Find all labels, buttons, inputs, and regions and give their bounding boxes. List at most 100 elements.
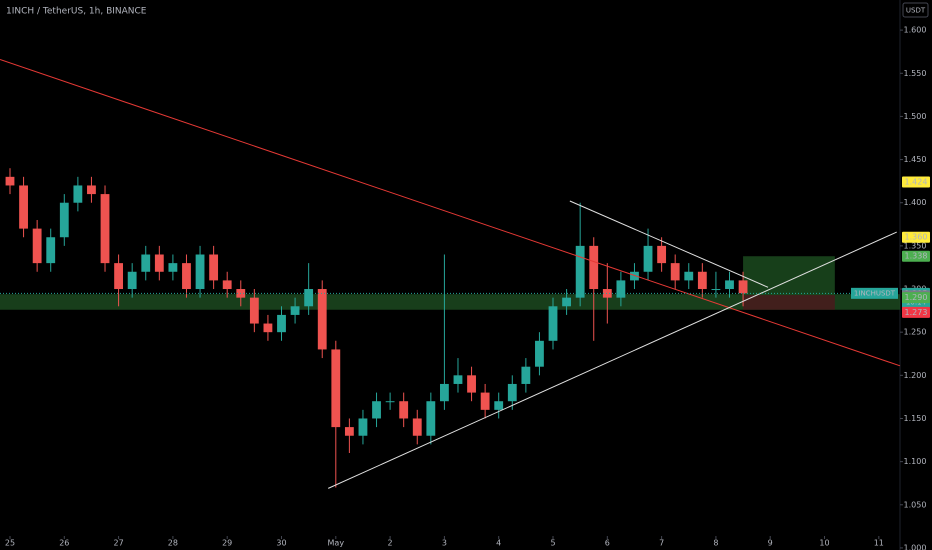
y-tick-label: 1.200	[904, 371, 927, 380]
x-tick-label: 8	[713, 539, 718, 548]
candle-body	[5, 176, 15, 186]
candle-body	[643, 245, 653, 272]
candle-body	[494, 401, 504, 410]
y-tick-label: 1.100	[904, 457, 927, 466]
candle-body	[304, 289, 314, 307]
y-tick-label: 1.000	[904, 543, 927, 550]
candle-body	[630, 271, 639, 281]
y-tick-label: 1.350	[904, 241, 927, 250]
candle-body	[263, 323, 273, 333]
candle-body	[602, 289, 612, 298]
candle-body	[412, 418, 422, 436]
candle-body	[562, 297, 571, 307]
candle-body	[290, 306, 300, 315]
candle-body	[589, 245, 599, 290]
price-label-bg	[902, 306, 930, 318]
price-label: 1.424	[905, 178, 928, 187]
currency-box	[902, 2, 929, 18]
candle-body	[344, 427, 354, 436]
x-tick-label: 27	[114, 539, 124, 548]
price-label: 1.290	[905, 293, 928, 302]
x-tick-label: 7	[659, 539, 664, 548]
candle-body	[168, 263, 178, 272]
candle-body	[114, 263, 124, 290]
candle-body	[209, 254, 219, 281]
y-tick-label: 1.050	[904, 500, 927, 509]
x-tick-label: 25	[5, 539, 15, 548]
x-tick-label: 5	[550, 539, 555, 548]
candle-body	[372, 401, 381, 419]
position-box	[743, 295, 835, 310]
y-tick-label: 1.550	[904, 69, 927, 78]
candle-body	[331, 349, 341, 428]
candle-body	[46, 237, 56, 264]
x-tick-label: 2	[388, 539, 393, 548]
candle-body	[657, 245, 667, 264]
candle-body	[507, 383, 517, 402]
candle-body	[317, 289, 327, 350]
candle-body	[670, 263, 680, 281]
y-tick-label: 1.450	[904, 155, 927, 164]
candle-body	[249, 297, 259, 324]
x-tick-label: 28	[168, 539, 178, 548]
candle-body	[697, 271, 707, 290]
candle-body	[222, 280, 232, 290]
trend-line	[569, 200, 769, 288]
candle-body	[467, 375, 476, 393]
candle-body	[548, 306, 558, 341]
candle-body	[154, 254, 164, 272]
symbol-label-bg	[851, 287, 898, 299]
y-tick-label: 1.500	[904, 112, 927, 121]
candle-body	[19, 185, 28, 229]
x-tick-label: May	[328, 539, 345, 548]
candle-body	[141, 254, 151, 272]
trend-line	[0, 58, 901, 367]
candle-body	[575, 245, 585, 298]
x-tick-label: 4	[496, 539, 501, 548]
x-tick-label: 11	[874, 539, 884, 548]
candle-body	[399, 401, 409, 419]
trend-line	[327, 231, 897, 489]
x-tick-label: 29	[222, 539, 232, 548]
x-tick-label: 26	[59, 539, 69, 548]
x-tick-label: 6	[605, 539, 610, 548]
candle-body	[385, 401, 395, 403]
candle-body	[277, 314, 286, 333]
price-label: 1.360	[905, 233, 928, 242]
candle-body	[480, 392, 490, 410]
zone	[0, 294, 900, 310]
candle-body	[100, 194, 110, 264]
x-tick-label: 9	[768, 539, 773, 548]
candle-body	[521, 366, 531, 384]
candle-body	[684, 271, 694, 281]
candle-body	[535, 340, 544, 367]
y-tick-label: 1.150	[904, 414, 927, 423]
candle-body	[711, 289, 721, 291]
candle-body	[182, 263, 191, 290]
candle-body	[725, 280, 734, 290]
y-tick-label: 1.400	[904, 198, 927, 207]
candle-body	[32, 228, 42, 264]
x-tick-label: 3	[442, 539, 447, 548]
candle-body	[358, 418, 368, 436]
candle-body	[73, 185, 83, 203]
y-tick-label: 1.600	[904, 26, 927, 35]
price-label-bg	[902, 250, 930, 262]
candle-body	[738, 280, 748, 294]
candle-body	[439, 383, 449, 402]
price-label-bg	[902, 231, 930, 243]
chart-title: 1INCH / TetherUS, 1h, BINANCE	[6, 7, 147, 17]
price-label-bg	[902, 176, 930, 188]
currency: USDT	[906, 7, 926, 15]
x-tick-label: 30	[276, 539, 286, 548]
candle-body	[127, 271, 137, 290]
candle-body	[453, 375, 463, 384]
candle-body	[59, 202, 69, 238]
candle-body	[195, 254, 205, 290]
x-tick-label: 10	[819, 539, 829, 548]
symbol-label: 1INCHUSDT	[854, 289, 896, 297]
position-box	[743, 256, 835, 296]
price-label: 1.273	[905, 308, 928, 317]
y-tick-label: 1.250	[904, 328, 927, 337]
